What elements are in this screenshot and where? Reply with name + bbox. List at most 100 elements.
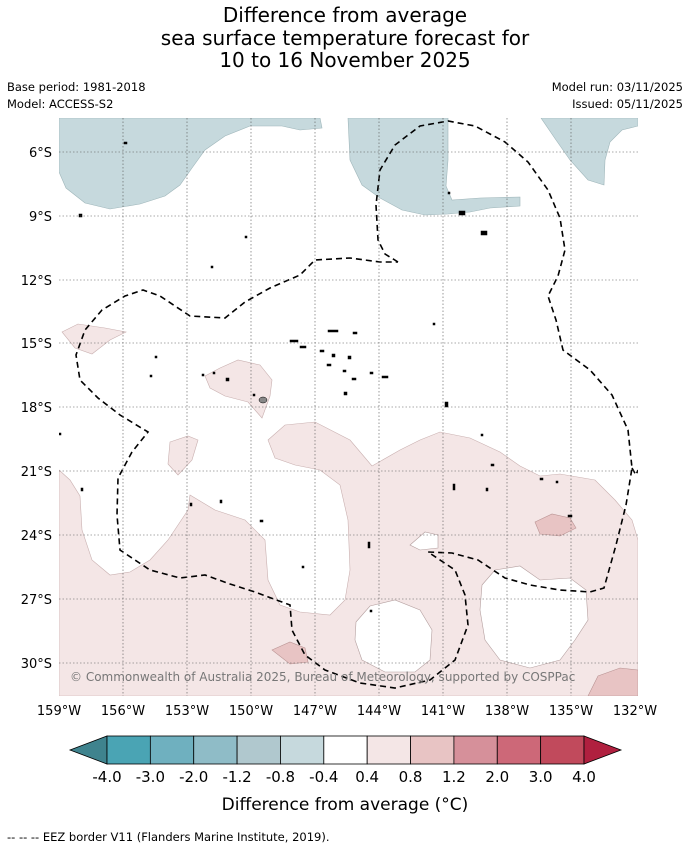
island — [369, 609, 373, 613]
model-run: Model run: 03/11/2025 — [551, 80, 683, 94]
islands — [59, 141, 573, 613]
lon-label: 153°W — [165, 704, 209, 719]
colorbar: -4.0 -3.0 -2.0 -1.2 -0.8 -0.4 0.4 0.8 1.2 2.0 3.0 4… — [68, 735, 623, 815]
colorbar-tick-label: 0.8 — [399, 768, 423, 786]
island — [299, 345, 307, 349]
warm-hole-small — [409, 531, 439, 551]
warm-anomaly-strong-patch-3 — [587, 667, 638, 696]
lon-label: 132°W — [613, 704, 657, 719]
island — [149, 374, 153, 378]
island — [342, 369, 347, 373]
colorbar-segment — [453, 735, 498, 765]
colorbar-tick-label: 1.2 — [442, 768, 466, 786]
lon-label: 144°W — [357, 704, 401, 719]
island — [225, 377, 230, 382]
warm-anomaly-patch-central — [204, 359, 273, 419]
model-name: Model: ACCESS-S2 — [7, 97, 114, 111]
island — [219, 499, 223, 504]
island — [347, 355, 352, 360]
island — [331, 353, 336, 358]
issued-date: Issued: 05/11/2025 — [572, 97, 683, 111]
island — [59, 432, 62, 436]
lat-label: 24°S — [21, 529, 52, 544]
island-tahiti — [258, 396, 268, 404]
lon-label: 141°W — [421, 704, 465, 719]
island — [78, 213, 83, 218]
colorbar-segment — [496, 735, 542, 765]
island — [189, 502, 193, 507]
colorbar-segment — [106, 735, 151, 765]
island — [458, 210, 466, 216]
island — [351, 377, 357, 381]
island — [252, 393, 256, 397]
colorbar-tick-label: -0.8 — [266, 768, 295, 786]
colorbar-segment — [410, 735, 455, 765]
lat-label: 30°S — [21, 657, 52, 672]
colorbar-segment — [149, 735, 195, 765]
lat-label: 6°S — [29, 146, 52, 161]
island — [480, 230, 488, 236]
lat-label: 21°S — [21, 465, 52, 480]
lat-label: 18°S — [21, 401, 52, 416]
colorbar-tick-label: 0.4 — [355, 768, 379, 786]
cool-anomaly-region-north — [59, 118, 323, 210]
island — [367, 541, 371, 549]
colorbar-extend-low — [68, 735, 108, 765]
eez-border-pitcairn — [631, 467, 638, 477]
lon-label: 147°W — [293, 704, 337, 719]
island — [244, 235, 248, 239]
island — [80, 487, 84, 492]
colorbar-tick-label: -3.0 — [136, 768, 165, 786]
meta-right: Model run: 03/11/2025 Issued: 05/11/2025 — [552, 79, 683, 113]
lat-label: 12°S — [21, 274, 52, 289]
island — [123, 141, 128, 145]
lon-label: 150°W — [229, 704, 273, 719]
island — [539, 477, 544, 481]
warm-anomaly-patch-small — [167, 435, 199, 476]
colorbar-segment — [193, 735, 238, 765]
lat-label: 15°S — [21, 337, 52, 352]
island — [343, 391, 348, 396]
island — [289, 339, 299, 343]
island — [444, 401, 449, 408]
colorbar-segment — [323, 735, 368, 765]
lat-label: 9°S — [29, 210, 52, 225]
copyright-text: © Commonwealth of Australia 2025, Bureau… — [70, 670, 575, 684]
eez-borders — [75, 120, 638, 689]
colorbar-tick-label: -2.0 — [179, 768, 208, 786]
island — [432, 322, 436, 326]
island — [485, 487, 489, 492]
island — [452, 483, 456, 491]
island — [259, 519, 264, 523]
title-line-1: Difference from average — [222, 3, 468, 27]
island — [326, 363, 332, 367]
island — [352, 331, 358, 335]
island — [555, 480, 559, 484]
map-panel: © Commonwealth of Australia 2025, Bureau… — [59, 118, 638, 696]
island — [381, 375, 389, 379]
island — [201, 373, 205, 377]
island — [212, 371, 216, 375]
island — [480, 433, 484, 437]
island — [567, 514, 573, 518]
colorbar-segment — [280, 735, 325, 765]
lon-label: 135°W — [549, 704, 593, 719]
island — [327, 329, 339, 333]
lon-label: 156°W — [101, 704, 145, 719]
warm-anomaly-strong-patch-2 — [271, 641, 309, 665]
title-line-3: 10 to 16 November 2025 — [219, 48, 471, 72]
lon-label: 159°W — [37, 704, 81, 719]
longitude-labels: 159°W 156°W 153°W 150°W 147°W 144°W 141°… — [37, 704, 657, 719]
map-title: Difference from average sea surface temp… — [0, 4, 690, 72]
cool-anomaly-region-northeast — [540, 118, 638, 186]
island — [301, 565, 305, 569]
island — [319, 349, 325, 353]
island — [154, 355, 158, 359]
colorbar-segment — [540, 735, 585, 765]
colorbar-extend-high — [583, 735, 623, 765]
colorbar-tick-label: 4.0 — [572, 768, 596, 786]
colorbar-tick-label: -1.2 — [222, 768, 251, 786]
island — [210, 265, 214, 269]
title-line-2: sea surface temperature forecast for — [160, 25, 530, 50]
